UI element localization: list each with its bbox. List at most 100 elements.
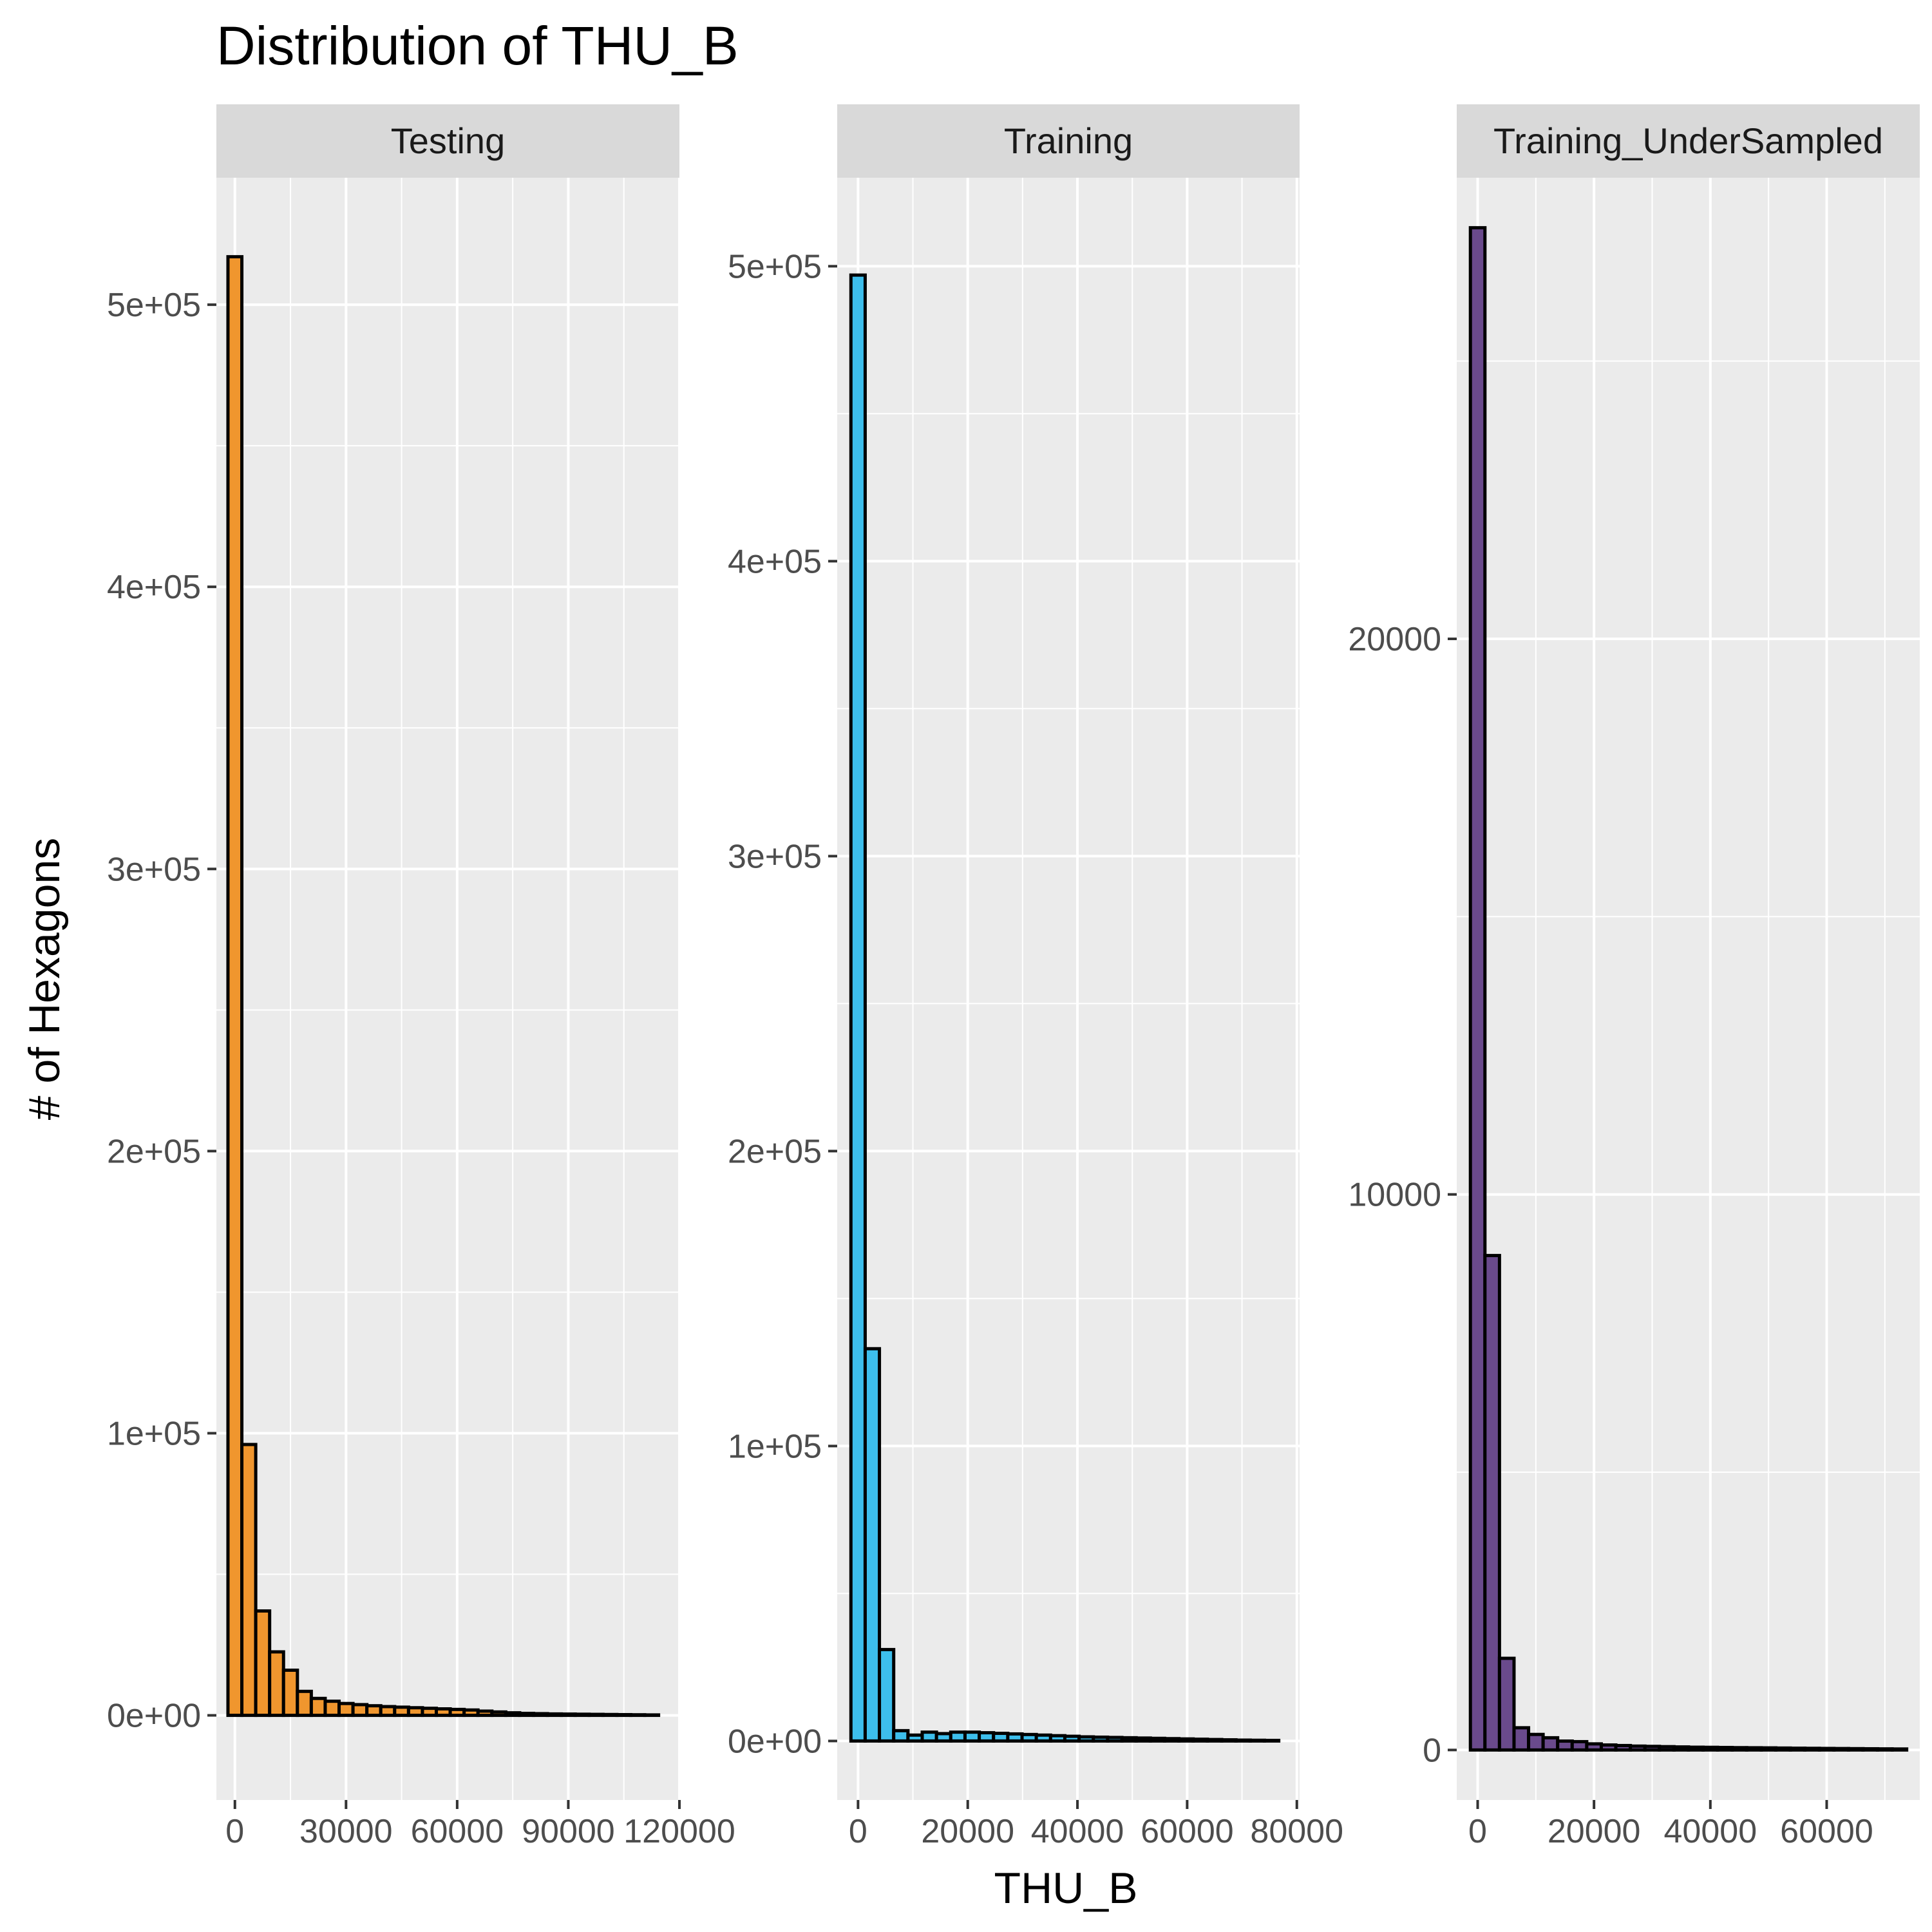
histogram-bar: [268, 1650, 285, 1718]
histogram-bar: [643, 1713, 661, 1718]
facet-training-undersampled: Training_UnderSampled 0 20000 40000 60000 0 10…: [1348, 104, 1920, 1850]
histogram-bar: [351, 1703, 369, 1718]
y-tick-label: 0e+00: [107, 1698, 201, 1735]
histogram-bar: [1483, 1254, 1501, 1752]
histogram-bar: [365, 1704, 383, 1718]
histogram-bar: [1832, 1747, 1850, 1752]
histogram-bar: [406, 1706, 424, 1718]
y-tick-label: 1e+05: [107, 1415, 201, 1452]
histogram-bar: [448, 1707, 466, 1718]
histogram-bar: [1206, 1738, 1224, 1743]
histogram-bar: [296, 1689, 313, 1718]
histogram-bar: [1774, 1746, 1792, 1752]
x-tick-label: 0: [849, 1813, 867, 1850]
histogram-bar: [1730, 1746, 1748, 1752]
histogram-bar: [615, 1712, 633, 1718]
histogram-bar: [281, 1668, 299, 1718]
histogram-bar: [1556, 1739, 1574, 1752]
histogram-bar: [1803, 1747, 1821, 1752]
y-axis-title: # of Hexagons: [20, 838, 69, 1121]
histogram-bar: [1658, 1745, 1676, 1752]
histogram-bar: [1817, 1747, 1836, 1752]
histogram-bar: [1191, 1738, 1209, 1743]
y-tick-label: 10000: [1348, 1177, 1441, 1214]
histogram-bar: [963, 1730, 981, 1743]
histogram-bar: [601, 1712, 619, 1718]
histogram-bar: [1527, 1732, 1545, 1752]
y-tick-label: 0: [1423, 1732, 1441, 1769]
histogram-bar: [1846, 1747, 1865, 1752]
histogram-bar: [1063, 1734, 1081, 1743]
x-tick-label: 80000: [1250, 1813, 1343, 1850]
histogram-bar: [629, 1713, 647, 1718]
chart-title: Distribution of THU_B: [216, 15, 739, 76]
y-tick-label: 20000: [1348, 621, 1441, 658]
histogram-bar: [863, 1347, 882, 1743]
x-tick-label: 20000: [1548, 1813, 1641, 1850]
x-tick-label: 20000: [921, 1813, 1014, 1850]
y-tick-label: 5e+05: [107, 287, 201, 324]
x-tick-label: 0: [1468, 1813, 1487, 1850]
histogram-bar: [1497, 1656, 1516, 1752]
histogram-bar: [1876, 1747, 1894, 1752]
histogram-bar: [1006, 1732, 1024, 1743]
histogram-bar: [920, 1730, 938, 1743]
histogram-bar: [849, 273, 867, 1743]
histogram-bar: [1643, 1745, 1662, 1752]
histogram-bar: [934, 1732, 952, 1743]
histogram-bar: [587, 1712, 605, 1718]
histogram-bar: [504, 1711, 522, 1718]
histogram-bar: [978, 1731, 996, 1743]
x-tick-label: 40000: [1664, 1813, 1757, 1850]
histogram-bar: [476, 1709, 494, 1718]
histogram-bar: [379, 1705, 397, 1718]
histogram-bar: [1701, 1745, 1719, 1752]
facet-strip: [837, 104, 1300, 178]
histogram-bar: [1162, 1737, 1181, 1743]
histogram-bar: [226, 255, 244, 1718]
x-tick-label: 30000: [299, 1813, 393, 1850]
histogram-bar: [1077, 1735, 1095, 1743]
histogram-bar: [1034, 1733, 1052, 1743]
y-tick-label: 3e+05: [107, 851, 201, 888]
histogram-bar: [1106, 1736, 1124, 1743]
histogram-bar: [1585, 1742, 1603, 1752]
x-tick-label: 120000: [623, 1813, 735, 1850]
histogram-bar: [1148, 1736, 1166, 1743]
histogram-bar: [462, 1708, 480, 1718]
x-tick-label: 60000: [1780, 1813, 1873, 1850]
histogram-bar: [906, 1733, 924, 1743]
histogram-bar: [1020, 1732, 1038, 1743]
histogram-bar: [1716, 1745, 1734, 1752]
histogram-bar: [1234, 1738, 1252, 1743]
histogram-bar: [1672, 1745, 1690, 1752]
histogram-bar: [309, 1696, 327, 1718]
facet-strip-label: Training: [1004, 120, 1133, 161]
histogram-bar: [1541, 1736, 1560, 1752]
y-tick-label: 4e+05: [728, 543, 822, 580]
histogram-bar: [992, 1731, 1010, 1743]
histogram-bar: [1220, 1738, 1238, 1743]
panel-background: [1457, 178, 1920, 1800]
histogram-bar: [1861, 1747, 1880, 1752]
histogram-bar: [1890, 1747, 1909, 1752]
histogram-bar: [1120, 1736, 1138, 1743]
y-tick-label: 2e+05: [107, 1133, 201, 1170]
histogram-bar: [1134, 1736, 1152, 1743]
histogram-bar: [1570, 1739, 1589, 1752]
facet-strip: [216, 104, 679, 178]
x-tick-label: 0: [225, 1813, 244, 1850]
histogram-bar: [337, 1701, 355, 1718]
histogram-bar: [1048, 1734, 1066, 1743]
histogram-bar: [490, 1710, 507, 1718]
facet-strip-label: Testing: [391, 120, 505, 161]
histogram-bar: [254, 1609, 272, 1718]
histogram-bar: [1468, 226, 1487, 1752]
histogram-bar: [1614, 1743, 1633, 1752]
histogram-bar: [323, 1700, 341, 1718]
histogram-bar: [393, 1705, 410, 1718]
histogram-bar: [1788, 1747, 1807, 1752]
facet-testing: Testing 0 30000 60000 90000 120000 0e+00 1e+05 2…: [107, 104, 735, 1850]
x-tick-label: 40000: [1031, 1813, 1124, 1850]
